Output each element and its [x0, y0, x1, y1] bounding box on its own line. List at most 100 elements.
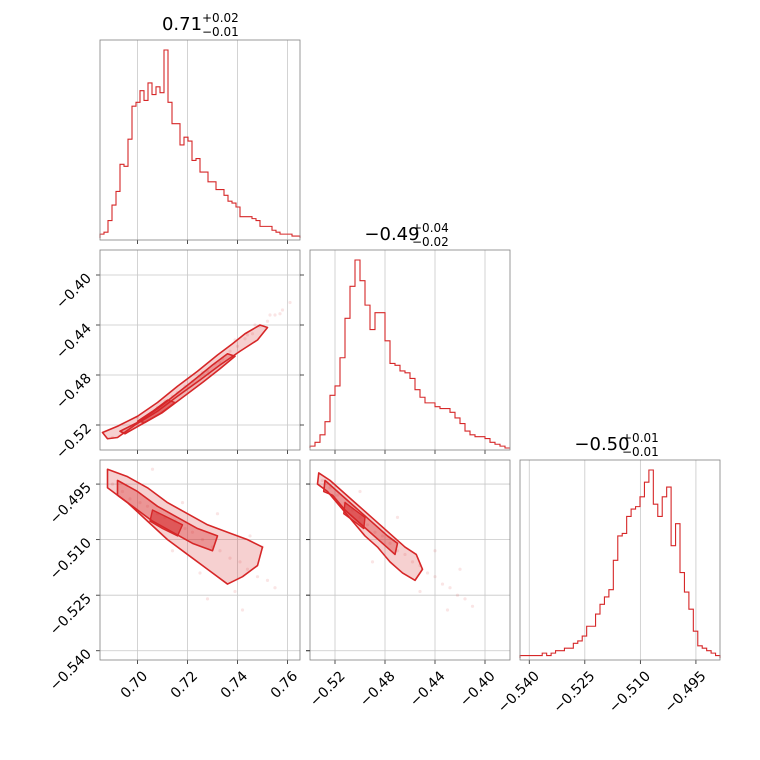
pair-2-sample-17	[448, 586, 452, 590]
xtick-label-0-3: 0.76	[268, 668, 301, 701]
pair-0-sample-22	[273, 313, 277, 317]
pair-1-sample-17	[265, 578, 270, 582]
xtick-label-2-3: −0.495	[662, 668, 710, 716]
pair-2-sample-14	[425, 571, 430, 575]
pair-1-sample-20	[248, 534, 252, 538]
pair-2-sample-24	[370, 560, 375, 564]
xtick-label-2-1: −0.525	[550, 668, 598, 716]
pair-2-sample-18	[455, 593, 460, 597]
ytick-label-1-1: −0.48	[53, 371, 95, 413]
pair-2-sample-1	[328, 486, 332, 490]
pair-0-sample-32	[218, 360, 222, 365]
pair-2-sample-12	[410, 560, 415, 564]
title-2-upper: +0.01	[622, 431, 659, 445]
pair-1-contour-core	[149, 509, 184, 537]
pair-0-sample-16	[228, 349, 232, 353]
xtick-label-1-2: −0.44	[407, 668, 449, 710]
pair-0-sample-17	[235, 344, 240, 348]
pair-1-sample-26	[205, 597, 210, 601]
pair-0-sample-26	[268, 313, 272, 317]
pair-2-sample-23	[395, 515, 400, 520]
pair-2-sample-27	[445, 608, 450, 612]
ytick-label-1-2: −0.44	[53, 320, 95, 362]
pair-1-sample-22	[215, 512, 220, 516]
pair-1-sample-13	[228, 556, 232, 560]
ytick-label-2-3: −0.495	[47, 480, 95, 528]
pair-0-sample-23	[280, 308, 285, 312]
histogram-2	[519, 469, 721, 658]
title-0-lower: −0.01	[202, 25, 239, 39]
xtick-label-1-1: −0.48	[357, 668, 399, 710]
pair-0-sample-33	[278, 312, 282, 316]
pair-0-sample-24	[288, 300, 292, 305]
pair-0-sample-18	[243, 337, 247, 341]
ytick-label-2-0: −0.540	[47, 646, 95, 694]
pair-0-sample-25	[253, 323, 257, 327]
pair-2-sample-6	[365, 523, 370, 527]
xtick-label-2-2: −0.510	[606, 668, 654, 716]
pair-1-sample-15	[245, 567, 250, 571]
pair-2-sample-8	[380, 534, 385, 538]
pair-1-sample-10	[200, 538, 205, 542]
pair-1-sample-2	[128, 497, 132, 501]
pair-2-sample-9	[388, 541, 392, 545]
pair-0-contour-core	[136, 399, 176, 424]
ytick-label-1-0: −0.52	[53, 421, 95, 463]
pair-1-sample-14	[238, 560, 242, 564]
pair-2-sample-20	[470, 604, 475, 608]
pair-2-sample-21	[433, 549, 437, 553]
pair-1-sample-9	[190, 530, 195, 534]
pair-2-sample-16	[440, 582, 445, 586]
pair-0-sample-19	[250, 332, 255, 336]
pair-2-sample-7	[373, 530, 377, 534]
pair-1-sample-3	[138, 500, 142, 505]
panel-frame-2-2	[519, 459, 721, 661]
pair-1-sample-21	[198, 571, 202, 575]
pair-1-sample-4	[145, 504, 150, 508]
xtick-label-0-2: 0.74	[218, 668, 251, 701]
ytick-label-2-2: −0.510	[47, 535, 95, 583]
pair-0-sample-21	[265, 319, 270, 323]
xtick-label-1-0: −0.52	[307, 668, 349, 710]
pair-1-sample-28	[240, 608, 245, 612]
pair-2-sample-25	[458, 567, 462, 571]
pair-2-contour-core	[343, 501, 366, 530]
pair-2-contour-outer	[316, 472, 424, 582]
pair-1-sample-19	[233, 589, 237, 594]
title-1-value: −0.49	[364, 224, 419, 245]
title-0-upper: +0.02	[202, 11, 239, 25]
title-0-value: 0.71	[162, 14, 202, 35]
panel-frame-0-0	[99, 39, 301, 241]
title-1-lower: −0.02	[412, 235, 449, 249]
pair-1-sample-8	[183, 526, 187, 531]
pair-1-contour-inner	[116, 479, 219, 552]
histogram-1	[309, 259, 510, 449]
xtick-label-0-1: 0.72	[168, 668, 201, 701]
panel-frame-1-1	[309, 249, 511, 451]
pair-1-sample-24	[150, 467, 155, 471]
xtick-label-2-0: −0.540	[495, 668, 543, 716]
pair-2-sample-0	[320, 478, 325, 482]
panel-frame-1-0	[99, 249, 301, 451]
pair-0-sample-28	[245, 333, 250, 337]
pair-1-sample-23	[170, 549, 175, 553]
panel-frame-2-1	[309, 459, 511, 661]
panel-frame-2-0	[99, 459, 301, 661]
pair-2-sample-11	[403, 552, 407, 557]
xtick-label-1-3: −0.40	[457, 668, 499, 710]
title-1-upper: +0.04	[412, 221, 449, 235]
xtick-label-0-0: 0.70	[118, 668, 151, 701]
pair-1-sample-12	[218, 549, 222, 553]
pair-1-sample-16	[255, 575, 260, 579]
title-2-lower: −0.01	[622, 445, 659, 459]
pair-2-sample-26	[358, 489, 362, 494]
pair-1-sample-18	[273, 586, 277, 590]
pair-1-sample-27	[180, 500, 185, 505]
ytick-label-1-3: −0.40	[53, 271, 95, 313]
pair-1-sample-1	[120, 489, 125, 494]
pair-2-sample-22	[418, 589, 422, 594]
pair-2-sample-19	[463, 597, 467, 601]
pair-0-contour-outer	[101, 324, 269, 440]
pair-2-sample-2	[335, 493, 340, 497]
